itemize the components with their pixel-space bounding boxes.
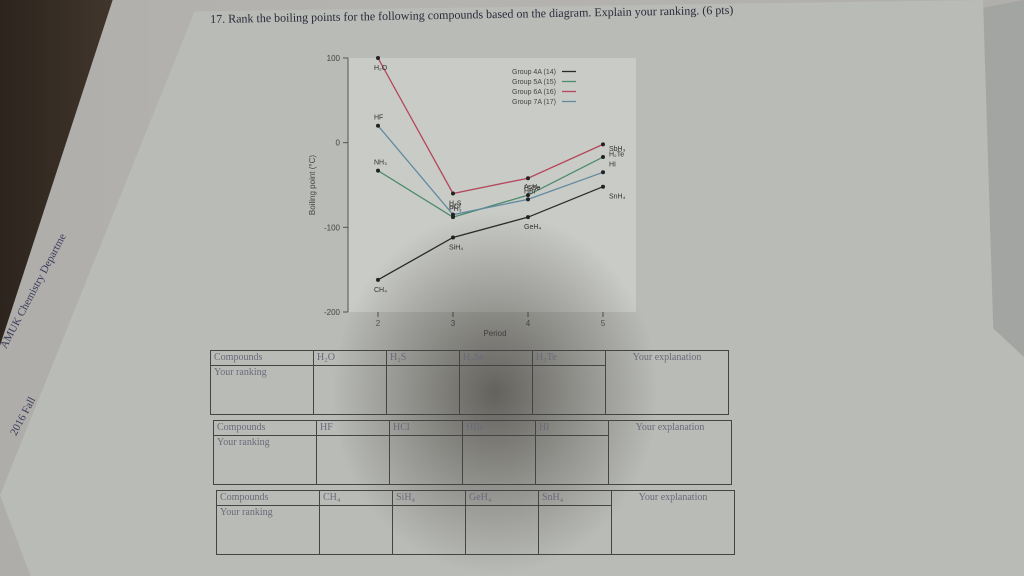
ranking-input-cell[interactable]: [535, 435, 609, 485]
table-explanation-cell[interactable]: Your explanation: [608, 420, 732, 485]
series-line: [377, 57, 604, 195]
table-compound: GeH₄: [465, 490, 539, 506]
data-label: NH₃: [374, 160, 387, 167]
table-compound: HBr: [462, 420, 536, 436]
table-compound: SnH₄: [538, 490, 612, 506]
ranking-input-cell[interactable]: [462, 435, 536, 485]
series-line: [377, 125, 604, 216]
table-compound: H₂O: [313, 350, 387, 366]
table-compound: HCl: [389, 420, 463, 436]
data-label: HI: [609, 161, 616, 168]
ranking-input-cell[interactable]: [538, 505, 612, 555]
data-label: SbH₃: [609, 146, 626, 153]
data-point: [526, 176, 530, 181]
table-explanation-cell[interactable]: Your explanation: [605, 350, 729, 415]
legend-label: Group 5A (15): [512, 79, 556, 86]
data-point: [526, 197, 530, 202]
table-compound: CH₄: [319, 490, 393, 506]
data-label: HCl: [449, 204, 461, 211]
table-header-compounds: Compounds: [216, 490, 320, 506]
legend-label: Group 6A (16): [512, 89, 556, 96]
ranking-input-cell[interactable]: [465, 505, 539, 555]
data-label: SnH₄: [609, 194, 626, 201]
y-tick-label: 100: [327, 54, 341, 63]
data-point: [601, 155, 605, 160]
series-line: [377, 156, 604, 218]
data-point: [601, 170, 605, 175]
data-point: [376, 168, 380, 173]
data-point: [376, 123, 380, 128]
y-tick-label: 0: [336, 139, 341, 148]
ranking-table-group4: Compounds CH₄ SiH₄ GeH₄ SnH₄ Your explan…: [216, 490, 735, 555]
data-label: HBr: [524, 188, 537, 195]
ranking-input-cell[interactable]: [386, 365, 460, 415]
legend-label: Group 7A (17): [512, 99, 556, 106]
table-header-compounds: Compounds: [213, 420, 317, 436]
data-point: [601, 184, 605, 189]
ranking-input-cell[interactable]: [319, 505, 393, 555]
data-point: [451, 191, 455, 196]
legend-label: Group 4A (14): [512, 69, 556, 76]
table-compound: H₂S: [386, 350, 460, 366]
table-compound: H₂Se: [459, 350, 533, 366]
data-point: [601, 142, 605, 147]
ranking-input-cell[interactable]: [316, 435, 390, 485]
table-header-compounds: Compounds: [210, 350, 314, 366]
data-label: H₂Te: [609, 151, 624, 158]
data-label: PH₃: [449, 206, 462, 213]
ranking-table-group6: Compounds H₂O H₂S H₂Se H₂Te Your explana…: [210, 350, 729, 415]
table-compound: SiH₄: [392, 490, 466, 506]
ranking-input-cell[interactable]: [313, 365, 387, 415]
ranking-input-cell[interactable]: [459, 365, 533, 415]
y-axis-label: Boiling point (°C): [308, 155, 317, 215]
data-label: H₂S: [449, 200, 462, 207]
table-compound: H₂Te: [532, 350, 606, 366]
data-label: H₂O: [374, 65, 388, 72]
table-ranking-label: Your ranking: [216, 505, 320, 555]
ranking-table-group7: Compounds HF HCl HBr HI Your explanation…: [213, 420, 732, 485]
data-point: [376, 56, 380, 60]
table-compound: HF: [316, 420, 390, 436]
ranking-input-cell[interactable]: [392, 505, 466, 555]
chart-legend: Group 4A (14) Group 5A (15) Group 6A (16) G…: [512, 69, 576, 106]
table-explanation-cell[interactable]: Your explanation: [611, 490, 735, 555]
data-label: H₂Se: [524, 185, 540, 192]
ranking-input-cell[interactable]: [389, 435, 463, 485]
ranking-input-cell[interactable]: [532, 365, 606, 415]
data-point: [526, 193, 530, 198]
table-ranking-label: Your ranking: [213, 435, 317, 485]
data-label: HF: [374, 115, 383, 122]
table-ranking-label: Your ranking: [210, 365, 314, 415]
data-label: AsH₃: [524, 184, 540, 191]
table-compound: HI: [535, 420, 609, 436]
